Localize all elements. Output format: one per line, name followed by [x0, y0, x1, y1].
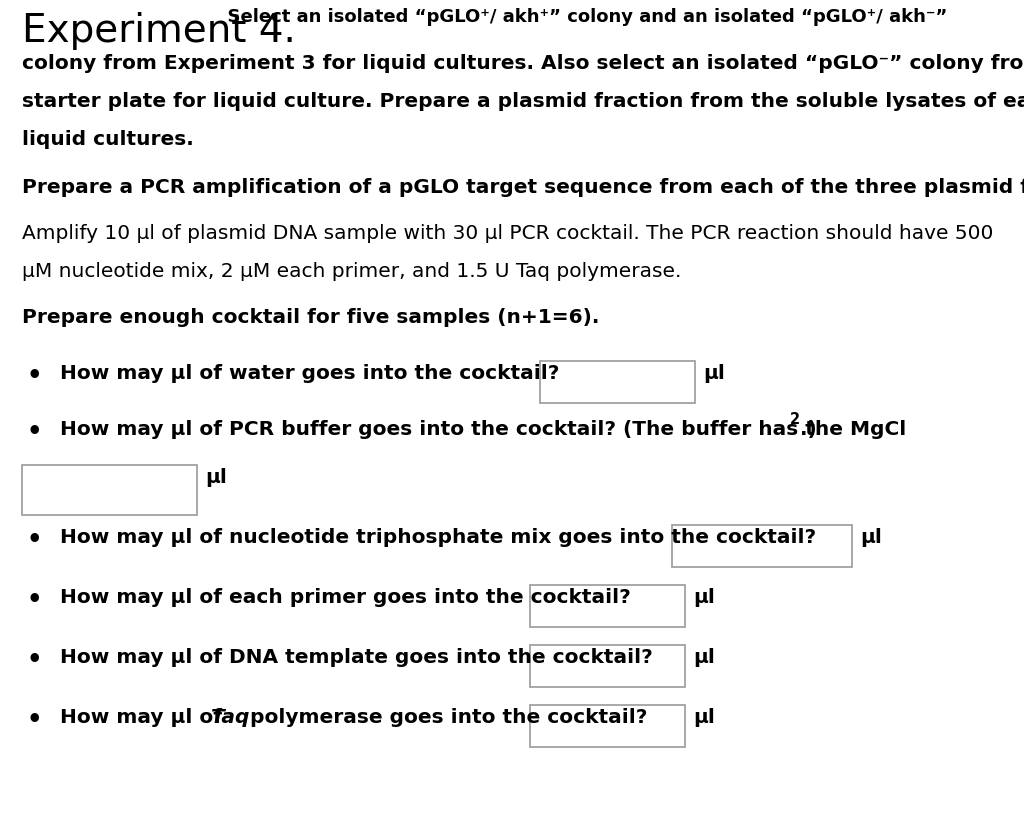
Text: •: •	[27, 364, 43, 388]
Text: μl: μl	[205, 468, 227, 487]
Text: starter plate for liquid culture. Prepare a plasmid fraction from the soluble ly: starter plate for liquid culture. Prepar…	[22, 92, 1024, 111]
Text: Amplify 10 μl of plasmid DNA sample with 30 μl PCR cocktail. The PCR reaction sh: Amplify 10 μl of plasmid DNA sample with…	[22, 224, 993, 243]
Text: •: •	[27, 588, 43, 612]
Text: How may μl of: How may μl of	[60, 708, 229, 727]
Text: colony from Experiment 3 for liquid cultures. Also select an isolated “pGLO⁻” co: colony from Experiment 3 for liquid cult…	[22, 54, 1024, 73]
FancyBboxPatch shape	[530, 585, 685, 627]
Text: How may μl of DNA template goes into the cocktail?: How may μl of DNA template goes into the…	[60, 648, 652, 667]
Text: polymerase goes into the cocktail?: polymerase goes into the cocktail?	[243, 708, 647, 727]
FancyBboxPatch shape	[540, 361, 695, 403]
FancyBboxPatch shape	[22, 465, 197, 515]
Text: liquid cultures.: liquid cultures.	[22, 130, 194, 149]
Text: Taq: Taq	[210, 708, 250, 727]
Text: Prepare a PCR amplification of a pGLO target sequence from each of the three pla: Prepare a PCR amplification of a pGLO ta…	[22, 178, 1024, 197]
Text: •: •	[27, 420, 43, 444]
Text: How may μl of nucleotide triphosphate mix goes into the cocktail?: How may μl of nucleotide triphosphate mi…	[60, 528, 816, 547]
Text: •: •	[27, 648, 43, 672]
FancyBboxPatch shape	[530, 645, 685, 687]
Text: •: •	[27, 528, 43, 552]
Text: Prepare enough cocktail for five samples (n+1=6).: Prepare enough cocktail for five samples…	[22, 308, 599, 327]
FancyBboxPatch shape	[672, 525, 852, 567]
Text: Experiment 4.: Experiment 4.	[22, 12, 296, 50]
Text: μl: μl	[703, 364, 725, 383]
FancyBboxPatch shape	[530, 705, 685, 747]
Text: μl: μl	[693, 708, 715, 727]
Text: μM nucleotide mix, 2 μM each primer, and 1.5 U Taq polymerase.: μM nucleotide mix, 2 μM each primer, and…	[22, 262, 681, 281]
Text: Select an isolated “pGLO⁺/ akh⁺” colony and an isolated “pGLO⁺/ akh⁻”: Select an isolated “pGLO⁺/ akh⁺” colony …	[215, 8, 947, 26]
Text: .): .)	[800, 420, 817, 439]
Text: •: •	[27, 708, 43, 732]
Text: 2: 2	[790, 412, 800, 427]
Text: μl: μl	[693, 588, 715, 607]
Text: μl: μl	[693, 648, 715, 667]
Text: How may μl of each primer goes into the cocktail?: How may μl of each primer goes into the …	[60, 588, 631, 607]
Text: How may μl of PCR buffer goes into the cocktail? (The buffer has the MgCl: How may μl of PCR buffer goes into the c…	[60, 420, 906, 439]
Text: μl: μl	[860, 528, 882, 547]
Text: How may μl of water goes into the cocktail?: How may μl of water goes into the cockta…	[60, 364, 559, 383]
